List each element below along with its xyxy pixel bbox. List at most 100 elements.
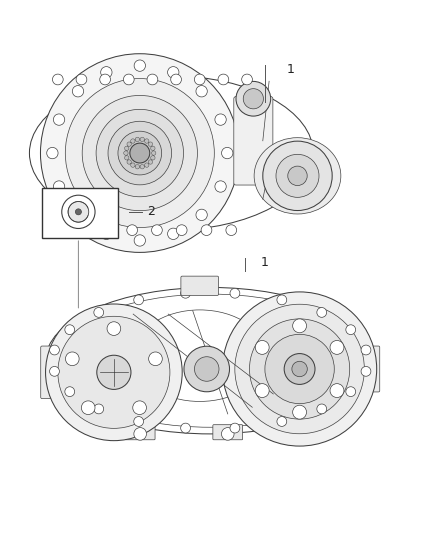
Circle shape — [222, 148, 233, 159]
FancyBboxPatch shape — [360, 346, 380, 392]
Circle shape — [277, 295, 287, 305]
Circle shape — [145, 163, 149, 167]
Circle shape — [288, 166, 307, 185]
Circle shape — [292, 361, 307, 377]
Circle shape — [49, 367, 60, 376]
Circle shape — [77, 225, 88, 236]
Circle shape — [171, 74, 181, 85]
Circle shape — [317, 308, 327, 317]
Circle shape — [152, 151, 156, 155]
Circle shape — [124, 156, 129, 160]
Circle shape — [134, 235, 145, 246]
Circle shape — [263, 141, 332, 211]
Circle shape — [180, 423, 191, 433]
Circle shape — [151, 146, 155, 150]
Circle shape — [201, 225, 212, 236]
Circle shape — [230, 423, 240, 433]
Circle shape — [293, 405, 307, 419]
Circle shape — [47, 148, 58, 159]
Circle shape — [108, 122, 172, 185]
Circle shape — [126, 139, 154, 167]
Circle shape — [180, 288, 191, 298]
Circle shape — [102, 225, 113, 236]
FancyBboxPatch shape — [181, 276, 219, 295]
Circle shape — [65, 387, 74, 397]
Circle shape — [293, 319, 307, 333]
Circle shape — [223, 292, 377, 446]
Circle shape — [284, 353, 315, 384]
Circle shape — [346, 325, 356, 335]
Circle shape — [135, 165, 140, 169]
Circle shape — [96, 109, 184, 197]
Circle shape — [118, 131, 162, 175]
Ellipse shape — [254, 138, 341, 214]
Circle shape — [75, 209, 81, 215]
Circle shape — [346, 387, 356, 397]
Circle shape — [140, 165, 145, 169]
Circle shape — [134, 60, 145, 71]
Circle shape — [65, 325, 74, 335]
Circle shape — [53, 181, 65, 192]
Circle shape — [218, 74, 229, 85]
Circle shape — [107, 322, 121, 335]
Circle shape — [184, 346, 230, 392]
Circle shape — [330, 384, 344, 398]
Circle shape — [81, 401, 95, 415]
Circle shape — [135, 137, 140, 142]
Circle shape — [53, 225, 63, 236]
Circle shape — [40, 54, 239, 253]
Circle shape — [230, 288, 240, 298]
FancyBboxPatch shape — [213, 425, 243, 440]
Circle shape — [236, 82, 271, 116]
Circle shape — [124, 151, 128, 155]
Circle shape — [53, 74, 63, 85]
Circle shape — [94, 404, 104, 414]
Circle shape — [177, 225, 187, 236]
Circle shape — [131, 163, 135, 167]
Circle shape — [72, 209, 84, 221]
Text: 2: 2 — [147, 205, 155, 218]
Circle shape — [127, 142, 131, 146]
Ellipse shape — [29, 76, 313, 230]
Circle shape — [58, 316, 170, 429]
FancyBboxPatch shape — [125, 425, 155, 440]
Circle shape — [317, 404, 327, 414]
Circle shape — [265, 334, 334, 403]
Circle shape — [49, 345, 60, 355]
Circle shape — [133, 401, 146, 415]
FancyBboxPatch shape — [41, 346, 61, 399]
Circle shape — [196, 86, 207, 97]
Circle shape — [76, 74, 87, 85]
Circle shape — [140, 137, 145, 142]
Circle shape — [101, 67, 112, 78]
Circle shape — [101, 228, 112, 239]
Circle shape — [255, 341, 269, 354]
Circle shape — [147, 74, 158, 85]
Circle shape — [148, 142, 153, 146]
Circle shape — [194, 74, 205, 85]
Circle shape — [134, 417, 144, 426]
Circle shape — [222, 427, 234, 440]
Circle shape — [62, 195, 95, 229]
Circle shape — [277, 417, 287, 426]
Circle shape — [215, 181, 226, 192]
Circle shape — [215, 114, 226, 125]
Circle shape — [276, 155, 319, 197]
Text: 1: 1 — [261, 255, 268, 269]
Circle shape — [68, 201, 89, 222]
Circle shape — [82, 95, 198, 211]
Text: 1: 1 — [287, 63, 295, 76]
Circle shape — [151, 156, 155, 160]
Circle shape — [194, 357, 219, 381]
Circle shape — [46, 304, 182, 441]
Circle shape — [243, 88, 263, 109]
Ellipse shape — [46, 287, 375, 434]
Circle shape — [145, 139, 149, 143]
Circle shape — [124, 146, 129, 150]
Circle shape — [235, 304, 364, 434]
Circle shape — [255, 384, 269, 398]
Circle shape — [152, 225, 162, 236]
FancyBboxPatch shape — [234, 96, 273, 185]
Circle shape — [94, 308, 104, 317]
Circle shape — [361, 345, 371, 355]
